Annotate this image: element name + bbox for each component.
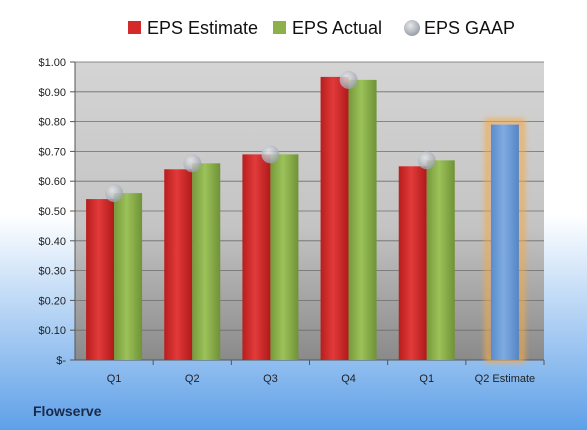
y-tick-label: $0.70 — [38, 146, 66, 158]
gaap-marker — [339, 70, 358, 89]
company-name: Flowserve — [33, 403, 102, 419]
legend-label: EPS GAAP — [424, 18, 515, 38]
y-tick-label: $- — [56, 355, 66, 367]
gridlines — [75, 61, 544, 361]
legend-label: EPS Actual — [292, 18, 382, 38]
x-tick-label: Q2 — [185, 373, 200, 385]
y-tick-label: $1.00 — [38, 57, 66, 69]
gaap-marker — [183, 154, 202, 173]
x-tick-label: Q4 — [341, 373, 356, 385]
x-tick-label: Q1 — [419, 373, 434, 385]
bar-eps-actual — [348, 79, 377, 360]
y-tick-label: $0.60 — [38, 176, 66, 188]
x-axis-ticks: Q1 Q2 Q3 Q4 Q1 Q2 Estimate — [107, 360, 545, 385]
x-tick-label: Q3 — [263, 373, 278, 385]
bar-eps-estimate — [398, 166, 427, 360]
y-tick-label: $0.20 — [38, 295, 66, 307]
gaap-marker — [417, 151, 436, 170]
bar-eps-actual — [426, 160, 455, 360]
bar-eps-actual — [192, 163, 221, 360]
y-tick-label: $0.40 — [38, 236, 66, 248]
y-tick-label: $0.80 — [38, 117, 66, 129]
bar-eps-estimate — [86, 199, 115, 360]
bar-q2-estimate — [490, 124, 519, 360]
bar-eps-estimate — [242, 154, 271, 360]
y-tick-label: $0.10 — [38, 325, 66, 337]
bar-eps-actual — [270, 154, 299, 360]
y-tick-label: $0.50 — [38, 206, 66, 218]
x-tick-label: Q1 — [107, 373, 122, 385]
bar-eps-actual — [114, 193, 143, 360]
y-tick-label: $0.90 — [38, 87, 66, 99]
legend-label: EPS Estimate — [147, 18, 258, 38]
legend-swatch — [404, 20, 420, 36]
y-tick-label: $0.30 — [38, 266, 66, 278]
bar-eps-estimate — [320, 76, 349, 361]
x-tick-label: Q2 Estimate — [475, 373, 536, 385]
gaap-marker — [105, 184, 124, 203]
gaap-markers — [105, 70, 436, 203]
legend-swatch — [273, 21, 286, 34]
bar-eps-estimate — [164, 169, 193, 360]
gaap-marker — [261, 145, 280, 164]
bars — [86, 76, 525, 363]
legend: EPS Estimate EPS Actual EPS GAAP — [128, 18, 515, 38]
legend-swatch — [128, 21, 141, 34]
